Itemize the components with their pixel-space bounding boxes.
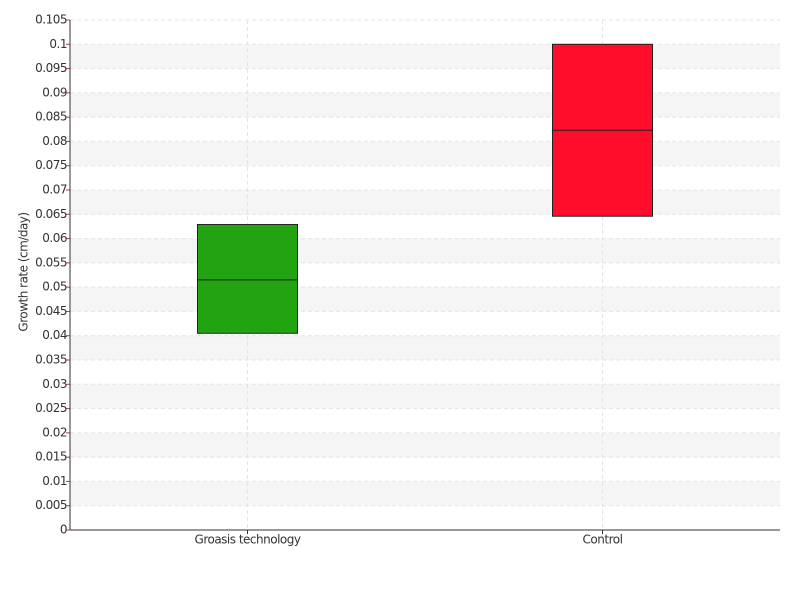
y-tick-label: 0.09: [42, 85, 67, 99]
y-tick-label: 0.035: [35, 353, 67, 367]
y-tick-label: 0.07: [42, 183, 67, 197]
y-axis-label: Growth rate (cm/day): [17, 212, 31, 331]
grid-band: [70, 44, 780, 69]
grid-band: [70, 335, 780, 360]
y-tick-label: 0.1: [49, 37, 67, 51]
y-tick-label: 0.06: [42, 231, 67, 245]
y-tick-label: 0.065: [35, 207, 67, 221]
y-tick-label: 0.095: [35, 61, 67, 75]
y-tick-label: 0.075: [35, 158, 67, 172]
y-tick-label: 0.01: [42, 474, 67, 488]
grid-band: [70, 238, 780, 263]
y-tick-label: 0.005: [35, 498, 67, 512]
grid-band: [70, 287, 780, 312]
y-tick-label: 0.085: [35, 110, 67, 124]
y-tick-label: 0: [60, 523, 67, 537]
y-tick-label: 0.045: [35, 304, 67, 318]
box: [197, 223, 298, 334]
y-tick-label: 0.05: [42, 280, 67, 294]
y-tick-label: 0.055: [35, 255, 67, 269]
y-tick-label: 0.015: [35, 450, 67, 464]
grid-band: [70, 92, 780, 118]
y-tick-label: 0.02: [42, 425, 67, 439]
y-tick-label: 0.105: [35, 13, 67, 27]
grid-band: [70, 141, 780, 166]
grid-band: [70, 432, 780, 458]
y-tick-label: 0.03: [42, 377, 67, 391]
grid-band: [70, 384, 780, 409]
x-tick-label: Groasis technology: [195, 533, 301, 547]
x-tick-label: Control: [583, 533, 623, 547]
y-tick-label: 0.04: [42, 328, 67, 342]
y-tick-label: 0.025: [35, 401, 67, 415]
grid-band: [70, 190, 780, 215]
grid-band: [70, 481, 780, 506]
y-tick-label: 0.08: [42, 134, 67, 148]
